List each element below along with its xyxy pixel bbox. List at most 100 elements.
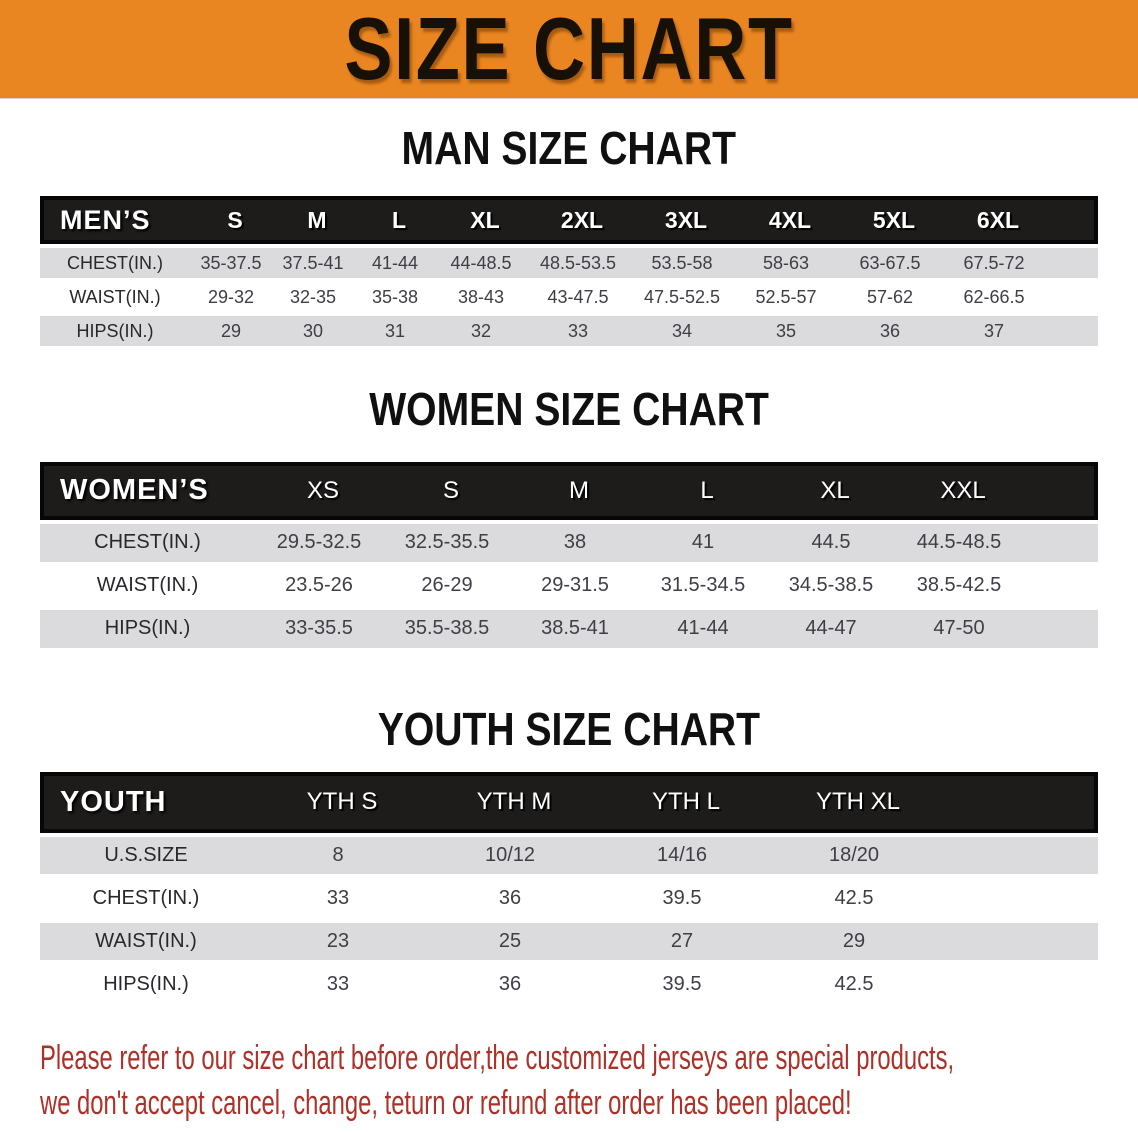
size-cell: 53.5-58 xyxy=(651,252,713,273)
row-label: WAIST(IN.) xyxy=(96,574,199,597)
column-header: S xyxy=(442,476,459,504)
size-cell: 44-47 xyxy=(805,617,857,640)
row-label: HIPS(IN.) xyxy=(104,617,191,640)
sections: MAN SIZE CHART MEN’S S M L XL 2XL 3XL 4XL 5XL 6XL C… xyxy=(0,124,1138,1003)
size-cell: 36 xyxy=(498,972,522,995)
size-cell: 42.5 xyxy=(834,886,874,909)
size-cell: 32-35 xyxy=(289,286,337,307)
size-cell: 34 xyxy=(671,320,693,341)
table-rows: U.S.SIZE 8 10/12 14/16 18/20 CHEST(IN.) 33 36 39… xyxy=(40,836,1098,1003)
column-header: XS xyxy=(306,476,339,504)
size-cell: 33 xyxy=(567,320,589,341)
size-cell: 44.5 xyxy=(811,531,851,554)
table-row: WAIST(IN.) 23.5-26 26-29 29-31.5 31.5-34.5 34… xyxy=(40,566,1098,605)
column-header: XXL xyxy=(940,476,986,504)
table-rows: CHEST(IN.) 35-37.5 37.5-41 41-44 44-48.5 48.5… xyxy=(40,248,1098,347)
column-header: L xyxy=(391,206,407,233)
table-row: CHEST(IN.) 35-37.5 37.5-41 41-44 44-48.5 48.5… xyxy=(40,248,1098,279)
column-header: 2XL xyxy=(560,206,604,233)
size-cell: 10/12 xyxy=(484,843,536,866)
table-header-band: MEN’S S M L XL 2XL 3XL 4XL 5XL 6XL xyxy=(40,196,1098,245)
row-label: CHEST(IN.) xyxy=(94,531,201,554)
section-title-men: MAN SIZE CHART xyxy=(0,124,1138,173)
section-title-text: YOUTH SIZE CHART xyxy=(377,702,761,755)
size-cell: 57-62 xyxy=(866,286,914,307)
column-header: YTH M xyxy=(476,788,552,816)
row-label: WAIST(IN.) xyxy=(95,929,197,952)
column-header: M xyxy=(307,206,327,233)
size-cell: 47.5-52.5 xyxy=(643,286,721,307)
size-cell: 42.5 xyxy=(834,972,874,995)
table-header-label: YOUTH xyxy=(60,785,167,818)
disclaimer-line-2: we don't accept cancel, change, teturn o… xyxy=(40,1083,852,1122)
section-title-women: WOMEN SIZE CHART xyxy=(0,383,1138,436)
column-header: L xyxy=(700,476,714,504)
size-cell: 23.5-26 xyxy=(285,574,353,597)
men-size-table: MEN’S S M L XL 2XL 3XL 4XL 5XL 6XL CHEST(IN.) 35-37… xyxy=(40,196,1098,347)
size-cell: 18/20 xyxy=(828,843,880,866)
size-cell: 29.5-32.5 xyxy=(276,531,362,554)
column-header: XL xyxy=(820,476,850,504)
size-cell: 39.5 xyxy=(662,972,702,995)
column-header: 4XL xyxy=(768,206,812,233)
table-row: HIPS(IN.) 33 36 39.5 42.5 xyxy=(40,965,1098,1003)
table-row: CHEST(IN.) 33 36 39.5 42.5 xyxy=(40,879,1098,917)
footer-disclaimer: Please refer to our size chart before or… xyxy=(40,1036,1138,1126)
table-row: U.S.SIZE 8 10/12 14/16 18/20 xyxy=(40,836,1098,874)
size-cell: 44-48.5 xyxy=(450,252,512,273)
size-cell: 41 xyxy=(691,531,715,554)
table-header-label: MEN’S xyxy=(60,204,151,235)
size-cell: 63-67.5 xyxy=(859,252,921,273)
section-title-text: WOMEN SIZE CHART xyxy=(369,383,769,436)
column-header: M xyxy=(569,476,589,504)
size-cell: 33 xyxy=(326,972,350,995)
column-header: XL xyxy=(470,206,500,233)
size-cell: 67.5-72 xyxy=(963,252,1025,273)
column-header: YTH L xyxy=(651,788,720,816)
row-label: WAIST(IN.) xyxy=(69,286,161,307)
table-header-band: WOMEN’S XS S M L XL XXL xyxy=(40,461,1098,520)
row-label: HIPS(IN.) xyxy=(76,320,154,341)
size-cell: 37.5-41 xyxy=(282,252,344,273)
column-header: 6XL xyxy=(976,206,1020,233)
size-cell: 8 xyxy=(332,843,344,866)
table-header-label: WOMEN’S xyxy=(60,474,209,507)
size-cell: 29-31.5 xyxy=(541,574,609,597)
banner: SIZE CHART xyxy=(0,0,1138,99)
disclaimer-line-1: Please refer to our size chart before or… xyxy=(40,1038,955,1077)
size-cell: 29 xyxy=(842,929,866,952)
size-cell: 23 xyxy=(326,929,350,952)
size-cell: 38.5-42.5 xyxy=(916,574,1002,597)
section-title-youth: YOUTH SIZE CHART xyxy=(0,702,1138,755)
size-cell: 62-66.5 xyxy=(963,286,1025,307)
size-cell: 35-38 xyxy=(371,286,419,307)
size-cell: 35.5-38.5 xyxy=(404,617,490,640)
size-cell: 38-43 xyxy=(457,286,505,307)
row-label: HIPS(IN.) xyxy=(103,972,189,995)
women-size-table: WOMEN’S XS S M L XL XXL CHEST(IN.) 29.5-32.5 32.5… xyxy=(40,461,1098,648)
youth-size-table: YOUTH YTH S YTH M YTH L YTH XL U.S.SIZE 8 10/12… xyxy=(40,771,1098,1003)
size-cell: 43-47.5 xyxy=(547,286,609,307)
section-youth: YOUTH SIZE CHART YOUTH YTH S YTH M YTH L YTH … xyxy=(0,702,1138,1003)
size-cell: 32.5-35.5 xyxy=(404,531,490,554)
size-cell: 31 xyxy=(384,320,406,341)
size-cell: 39.5 xyxy=(662,886,702,909)
banner-title: SIZE CHART xyxy=(344,0,794,98)
table-row: WAIST(IN.) 23 25 27 29 xyxy=(40,922,1098,960)
size-cell: 29 xyxy=(220,320,242,341)
size-cell: 52.5-57 xyxy=(755,286,817,307)
size-cell: 34.5-38.5 xyxy=(788,574,874,597)
column-header: S xyxy=(227,206,243,233)
row-label: U.S.SIZE xyxy=(104,843,188,866)
size-cell: 37 xyxy=(983,320,1005,341)
column-header: 5XL xyxy=(872,206,916,233)
size-cell: 47-50 xyxy=(933,617,985,640)
size-cell: 38.5-41 xyxy=(541,617,609,640)
size-cell: 33 xyxy=(326,886,350,909)
table-row: HIPS(IN.) 29 30 31 32 33 34 35 36 37 xyxy=(40,316,1098,347)
table-row: WAIST(IN.) 29-32 32-35 35-38 38-43 43-47.5 47.… xyxy=(40,282,1098,313)
size-cell: 58-63 xyxy=(762,252,810,273)
table-row: HIPS(IN.) 33-35.5 35.5-38.5 38.5-41 41-44 44-… xyxy=(40,609,1098,648)
size-cell: 41-44 xyxy=(371,252,419,273)
